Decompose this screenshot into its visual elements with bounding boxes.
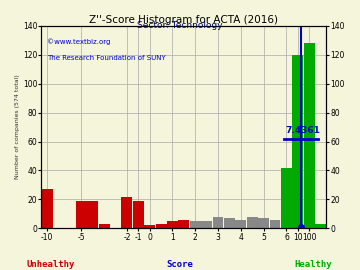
Bar — [304, 43, 315, 228]
Bar — [292, 55, 303, 228]
Bar — [144, 225, 155, 228]
Bar — [121, 197, 132, 228]
Text: ©www.textbiz.org: ©www.textbiz.org — [47, 38, 111, 45]
Text: Score: Score — [167, 260, 193, 269]
Bar — [201, 221, 212, 228]
Title: Z''-Score Histogram for ACTA (2016): Z''-Score Histogram for ACTA (2016) — [89, 15, 278, 25]
Bar — [190, 221, 201, 228]
Text: Unhealthy: Unhealthy — [26, 260, 75, 269]
Bar — [270, 220, 280, 228]
Bar — [42, 189, 53, 228]
Bar — [258, 218, 269, 228]
Text: Healthy: Healthy — [294, 260, 332, 269]
Bar — [76, 201, 87, 228]
Bar — [315, 224, 326, 228]
Bar — [247, 217, 258, 228]
Text: Sector: Technology: Sector: Technology — [137, 21, 223, 30]
Bar — [179, 220, 189, 228]
Bar — [224, 218, 235, 228]
Bar — [133, 201, 144, 228]
Bar — [99, 224, 109, 228]
Bar — [281, 168, 292, 228]
Text: The Research Foundation of SUNY: The Research Foundation of SUNY — [47, 55, 166, 61]
Text: 7.4361: 7.4361 — [285, 126, 320, 135]
Bar — [235, 220, 246, 228]
Bar — [213, 217, 224, 228]
Bar — [156, 224, 167, 228]
Bar — [167, 221, 178, 228]
Y-axis label: Number of companies (574 total): Number of companies (574 total) — [15, 75, 20, 180]
Bar — [87, 201, 98, 228]
